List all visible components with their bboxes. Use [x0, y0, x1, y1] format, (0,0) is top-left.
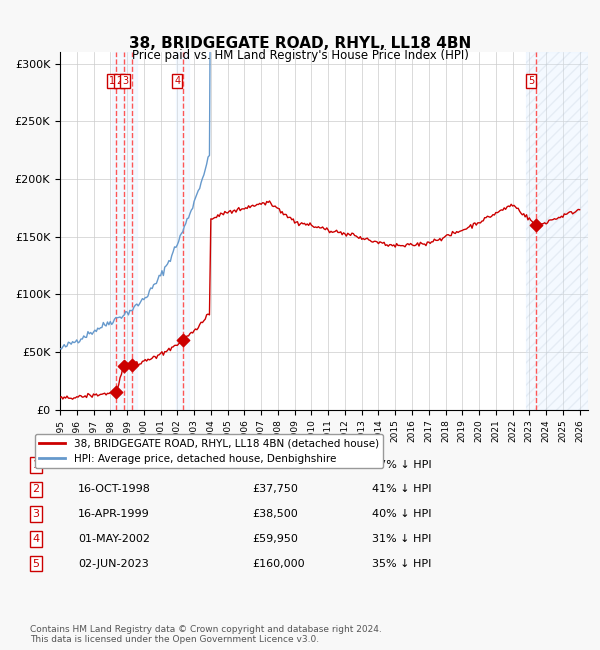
Text: 02-JUN-2023: 02-JUN-2023 — [78, 558, 149, 569]
Point — [112, 387, 121, 397]
Text: £37,750: £37,750 — [252, 484, 298, 495]
Text: 4: 4 — [174, 76, 181, 86]
Text: 01-MAY-2002: 01-MAY-2002 — [78, 534, 150, 544]
Bar — [112, 52, 137, 410]
Text: 35% ↓ HPI: 35% ↓ HPI — [372, 558, 431, 569]
Text: This data is licensed under the Open Government Licence v3.0.: This data is licensed under the Open Gov… — [30, 634, 319, 644]
Text: 16-OCT-1998: 16-OCT-1998 — [78, 484, 151, 495]
Text: 4: 4 — [32, 534, 40, 544]
Point — [119, 361, 128, 371]
Point — [178, 335, 188, 346]
Text: £15,000: £15,000 — [252, 460, 298, 470]
Text: 31% ↓ HPI: 31% ↓ HPI — [372, 534, 431, 544]
Text: 41% ↓ HPI: 41% ↓ HPI — [372, 484, 431, 495]
Legend: 38, BRIDGEGATE ROAD, RHYL, LL18 4BN (detached house), HPI: Average price, detach: 38, BRIDGEGATE ROAD, RHYL, LL18 4BN (det… — [35, 434, 383, 468]
Bar — [526, 52, 588, 410]
Text: 1: 1 — [109, 76, 115, 86]
Text: £160,000: £160,000 — [252, 558, 305, 569]
Text: 5: 5 — [528, 76, 534, 86]
Text: 16-APR-1999: 16-APR-1999 — [78, 509, 150, 519]
Text: 3: 3 — [32, 509, 40, 519]
Point — [127, 360, 137, 370]
Bar — [526, 52, 588, 410]
Text: 15-MAY-1998: 15-MAY-1998 — [78, 460, 150, 470]
Point — [532, 220, 541, 230]
Text: 5: 5 — [32, 558, 40, 569]
Text: 38, BRIDGEGATE ROAD, RHYL, LL18 4BN: 38, BRIDGEGATE ROAD, RHYL, LL18 4BN — [129, 36, 471, 51]
Text: 40% ↓ HPI: 40% ↓ HPI — [372, 509, 431, 519]
Text: £59,950: £59,950 — [252, 534, 298, 544]
Text: £38,500: £38,500 — [252, 509, 298, 519]
Text: 2: 2 — [116, 76, 122, 86]
Text: Contains HM Land Registry data © Crown copyright and database right 2024.: Contains HM Land Registry data © Crown c… — [30, 625, 382, 634]
Text: 1: 1 — [32, 460, 40, 470]
Text: 2: 2 — [32, 484, 40, 495]
Text: 77% ↓ HPI: 77% ↓ HPI — [372, 460, 431, 470]
Text: 3: 3 — [122, 76, 128, 86]
Bar — [176, 52, 189, 410]
Text: Price paid vs. HM Land Registry's House Price Index (HPI): Price paid vs. HM Land Registry's House … — [131, 49, 469, 62]
